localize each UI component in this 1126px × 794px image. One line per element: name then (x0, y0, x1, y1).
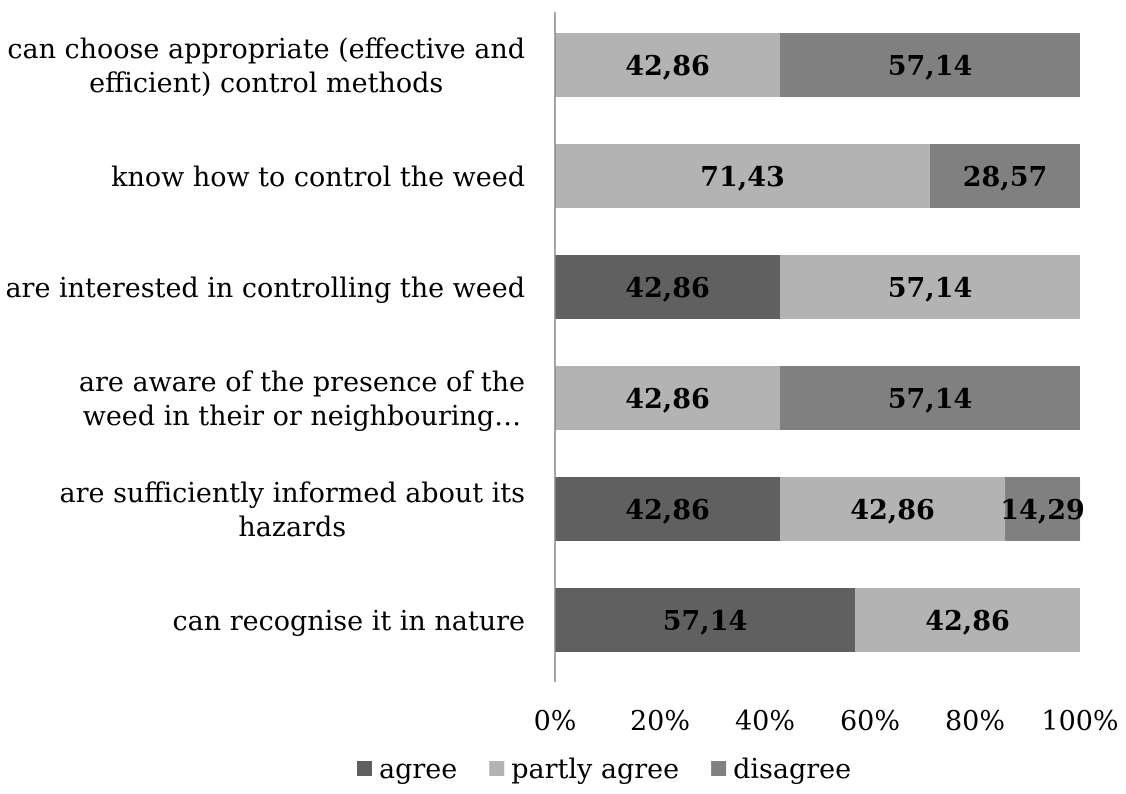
data-label-partly-agree-1: 71,43 (700, 162, 785, 193)
data-label-disagree-4: 14,29 (1000, 495, 1085, 526)
legend-label-agree: agree (379, 754, 457, 785)
x-tick-label-4: 80% (945, 706, 1005, 737)
x-tick-label-2: 40% (735, 706, 795, 737)
legend-swatch-partly-agree (489, 761, 505, 776)
bar-disagree-4 (1005, 477, 1081, 541)
category-labels-group: can choose appropriate (effective and eff… (5, 34, 525, 637)
bar-disagree-3 (780, 366, 1080, 430)
data-labels-group: 42,86 57,14 71,43 28,57 42,86 57,14 42,86 57,14… (625, 51, 1085, 637)
data-label-partly-agree-2: 57,14 (888, 273, 973, 304)
legend-swatch-agree (357, 761, 372, 776)
bar-disagree-1 (930, 144, 1080, 208)
bar-agree-2 (555, 255, 781, 319)
data-label-partly-agree-5: 42,86 (925, 606, 1010, 637)
x-tick-label-3: 60% (840, 706, 900, 737)
x-tick-label-1: 20% (630, 706, 690, 737)
data-label-agree-4: 42,86 (625, 495, 710, 526)
bar-partly-agree-5 (854, 588, 1080, 652)
x-tick-label-0: 0% (534, 706, 577, 737)
data-label-disagree-1: 28,57 (963, 162, 1048, 193)
category-label-4: are sufficiently informed about its hazar… (60, 478, 526, 543)
data-label-agree-2: 42,86 (625, 273, 710, 304)
bar-disagree-0 (780, 33, 1080, 97)
data-label-partly-agree-3: 42,86 (625, 384, 710, 415)
legend: agree partly agree disagree (357, 754, 851, 785)
x-tick-label-5: 100% (1041, 706, 1118, 737)
bar-partly-agree-0 (555, 33, 781, 97)
data-label-disagree-3: 57,14 (888, 384, 973, 415)
category-label-0: can choose appropriate (effective and eff… (7, 34, 525, 99)
bar-partly-agree-2 (780, 255, 1080, 319)
category-label-3: are aware of the presence of the weed in … (79, 367, 525, 432)
data-label-agree-5: 57,14 (663, 606, 748, 637)
data-label-partly-agree-4: 42,86 (850, 495, 935, 526)
bar-partly-agree-4 (780, 477, 1006, 541)
bars-group (555, 33, 1081, 652)
bar-partly-agree-1 (555, 144, 931, 208)
legend-label-partly-agree: partly agree (511, 754, 679, 785)
legend-label-disagree: disagree (733, 754, 851, 785)
category-label-5: can recognise it in nature (173, 606, 525, 637)
legend-swatch-disagree (711, 761, 727, 776)
bar-agree-5 (555, 588, 855, 652)
category-label-2: are interested in controlling the weed (5, 273, 525, 304)
bar-agree-4 (555, 477, 781, 541)
category-label-1: know how to control the weed (111, 162, 525, 193)
x-tick-labels-group: 0% 20% 40% 60% 80% 100% (534, 706, 1119, 737)
bar-partly-agree-3 (555, 366, 781, 430)
data-label-disagree-0: 57,14 (888, 51, 973, 82)
data-label-partly-agree-0: 42,86 (625, 51, 710, 82)
